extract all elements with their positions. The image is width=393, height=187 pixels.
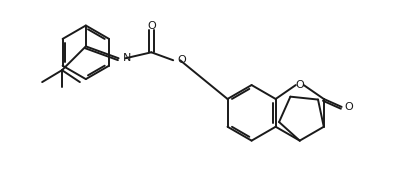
- Text: O: O: [147, 22, 156, 31]
- Text: O: O: [296, 80, 304, 90]
- Text: O: O: [177, 55, 186, 65]
- Text: O: O: [345, 102, 353, 112]
- Text: N: N: [123, 53, 131, 63]
